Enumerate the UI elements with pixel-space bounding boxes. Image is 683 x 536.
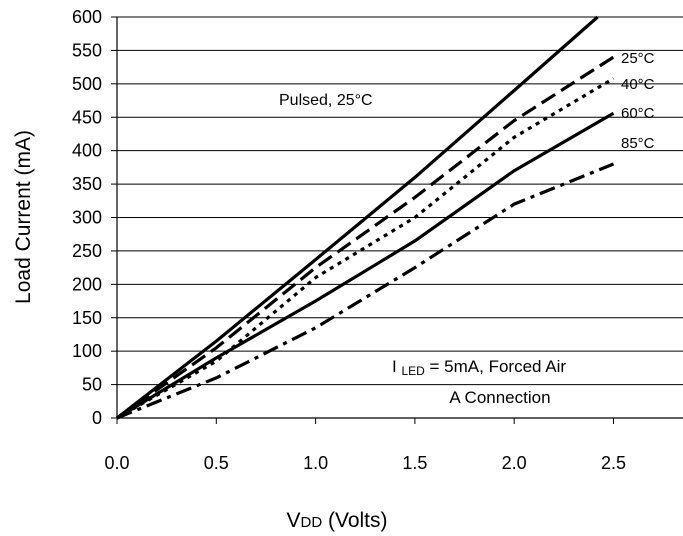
y-tick-label: 300 bbox=[72, 208, 102, 228]
y-tick-label: 400 bbox=[72, 141, 102, 161]
y-tick-label: 600 bbox=[72, 7, 102, 27]
y-tick-label: 500 bbox=[72, 74, 102, 94]
annotation-iled-rest: = 5mA, Forced Air bbox=[425, 357, 567, 376]
y-tick-label: 550 bbox=[72, 40, 102, 60]
y-tick-label: 150 bbox=[72, 308, 102, 328]
series-line-0 bbox=[116, 15, 599, 420]
x-tick-label: 0.5 bbox=[204, 453, 229, 473]
annotation-iled-sub: LED bbox=[401, 364, 425, 378]
x-tick-label: 2.5 bbox=[601, 453, 626, 473]
series-label-85c: 85°C bbox=[621, 135, 655, 152]
x-tick-labels: 0.0 0.5 1.0 1.5 2.0 2.5 bbox=[104, 418, 626, 473]
series-lines bbox=[116, 15, 615, 420]
x-axis-title-rest: (Volts) bbox=[322, 509, 387, 532]
x-tick-label: 1.0 bbox=[303, 453, 328, 473]
y-tick-label: 50 bbox=[82, 375, 102, 395]
annotation-iled-prefix: I bbox=[392, 357, 401, 376]
y-tick-label: 100 bbox=[72, 341, 102, 361]
series-line-2 bbox=[116, 77, 615, 420]
annotation-pulsed: Pulsed, 25°C bbox=[279, 92, 373, 109]
series-label-25c: 25°C bbox=[621, 50, 655, 67]
y-tick-labels: 0 50 100 150 200 250 300 350 400 450 500 550 600 bbox=[72, 7, 117, 428]
annotation-connection: A Connection bbox=[449, 388, 550, 407]
x-axis-title-sub: DD bbox=[300, 514, 322, 531]
series-line-1 bbox=[116, 55, 615, 420]
annotation-iled: I LED = 5mA, Forced Air bbox=[392, 357, 566, 378]
grid-lines bbox=[117, 16, 683, 386]
x-tick-label: 1.5 bbox=[402, 453, 427, 473]
y-tick-label: 250 bbox=[72, 241, 102, 261]
y-tick-label: 200 bbox=[72, 274, 102, 294]
x-tick-label: 0.0 bbox=[104, 453, 129, 473]
x-axis-title: VDD (Volts) bbox=[286, 509, 387, 532]
x-tick-label: 2.0 bbox=[502, 453, 527, 473]
x-axis-title-main: V bbox=[286, 509, 300, 532]
series-label-40c: 40°C bbox=[621, 76, 655, 93]
y-axis-title: Load Current (mA) bbox=[12, 130, 35, 304]
series-line-3 bbox=[116, 111, 615, 420]
series-line-4 bbox=[116, 162, 615, 420]
y-tick-label: 350 bbox=[72, 174, 102, 194]
y-tick-label: 450 bbox=[72, 107, 102, 127]
series-label-60c: 60°C bbox=[621, 105, 655, 122]
y-tick-label: 0 bbox=[92, 408, 102, 428]
